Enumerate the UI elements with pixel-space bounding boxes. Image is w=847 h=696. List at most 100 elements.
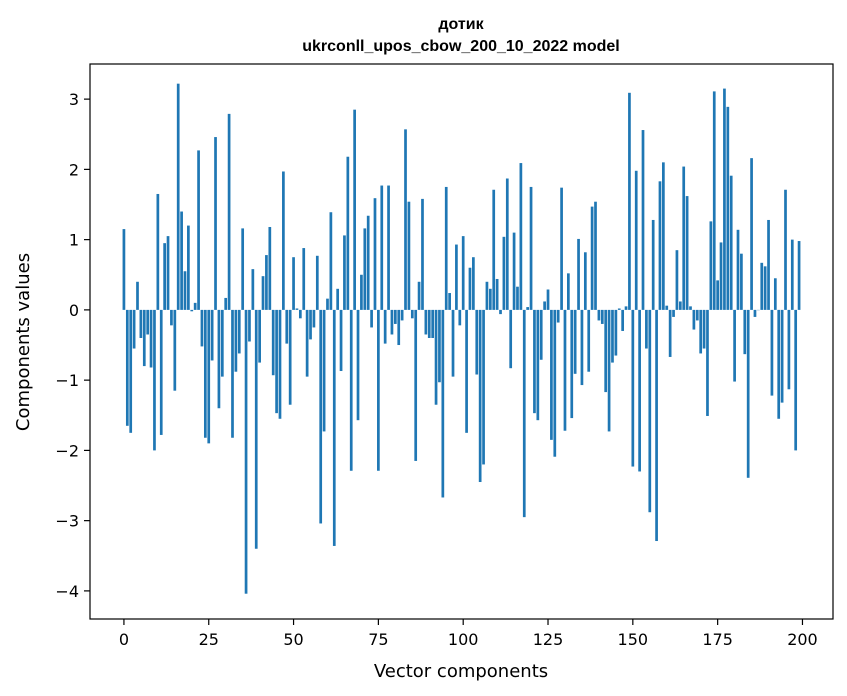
bar xyxy=(723,88,726,310)
bar xyxy=(248,309,251,342)
bar xyxy=(617,308,621,310)
bar xyxy=(553,309,557,457)
bar xyxy=(790,239,794,310)
bar xyxy=(265,255,268,310)
y-tick-label: 2 xyxy=(69,160,79,179)
bar xyxy=(740,253,743,310)
bar xyxy=(560,187,563,310)
bar xyxy=(417,281,421,310)
bar xyxy=(149,309,153,368)
bar xyxy=(706,309,709,416)
bar xyxy=(336,288,340,310)
bar xyxy=(282,171,285,310)
bar xyxy=(268,226,272,310)
y-tick-label: −4 xyxy=(55,582,79,601)
bar xyxy=(631,309,635,467)
bar xyxy=(241,228,245,310)
bar xyxy=(577,238,580,310)
bar xyxy=(146,309,150,335)
bar xyxy=(478,309,482,483)
bar xyxy=(363,228,367,310)
bar xyxy=(373,198,377,310)
bar xyxy=(770,309,774,396)
bar xyxy=(153,309,156,451)
bar xyxy=(675,250,679,310)
bar xyxy=(655,309,658,542)
bar xyxy=(237,309,241,354)
bar xyxy=(607,309,611,432)
bar xyxy=(254,309,258,549)
bar xyxy=(421,198,424,310)
bar xyxy=(570,309,574,419)
y-tick-label: 3 xyxy=(69,90,79,109)
bar xyxy=(393,309,397,324)
bar xyxy=(692,309,696,330)
bar xyxy=(611,309,614,363)
bar xyxy=(329,212,333,310)
bar xyxy=(573,309,577,374)
bar xyxy=(628,92,631,310)
bar xyxy=(444,186,448,310)
bar xyxy=(621,309,625,331)
y-axis-label: Components values xyxy=(13,253,34,431)
x-tick-label: 200 xyxy=(787,630,818,649)
bar xyxy=(539,309,543,360)
bar xyxy=(312,309,316,328)
bar xyxy=(390,309,394,335)
bar xyxy=(288,309,292,405)
bar xyxy=(733,309,736,382)
bar xyxy=(234,309,238,372)
bar xyxy=(332,309,336,546)
bar xyxy=(404,129,407,310)
bar xyxy=(427,309,431,338)
bar xyxy=(441,309,445,498)
bar xyxy=(777,309,781,419)
bar xyxy=(712,91,716,310)
bar xyxy=(197,150,200,310)
bar xyxy=(173,309,177,391)
bar xyxy=(244,309,248,594)
bar xyxy=(580,309,584,386)
bar xyxy=(210,309,214,361)
bar xyxy=(634,170,638,310)
bar xyxy=(383,309,387,344)
y-axis-ticks: −4 −3 −2 −1 0 1 2 3 xyxy=(55,90,90,601)
bar xyxy=(176,83,180,310)
bar xyxy=(472,257,475,310)
bar xyxy=(678,301,682,310)
bar xyxy=(502,236,506,310)
bar xyxy=(597,309,601,321)
bar xyxy=(668,309,672,357)
bar xyxy=(322,309,326,432)
bar xyxy=(356,309,360,421)
bar xyxy=(648,309,652,513)
x-tick-label: 75 xyxy=(368,630,388,649)
bar xyxy=(163,243,166,310)
bar xyxy=(465,309,468,433)
bar xyxy=(183,271,187,310)
bar xyxy=(298,309,302,319)
bar xyxy=(624,306,628,310)
bar xyxy=(482,309,485,465)
x-tick-label: 25 xyxy=(199,630,219,649)
bar xyxy=(366,215,370,310)
bar xyxy=(726,106,730,310)
bar xyxy=(604,309,608,393)
bar xyxy=(434,309,438,405)
bar xyxy=(220,309,224,377)
bar xyxy=(702,309,706,349)
bar xyxy=(302,248,306,310)
bar xyxy=(583,252,587,310)
bar xyxy=(689,306,692,310)
x-axis-label: Vector components xyxy=(374,661,548,682)
bar xyxy=(346,156,350,310)
bar xyxy=(377,309,380,471)
bar xyxy=(309,309,312,340)
bar xyxy=(295,308,299,310)
bar xyxy=(746,309,750,478)
x-axis-ticks: 0 25 50 75 100 125 150 175 200 xyxy=(119,619,818,649)
x-tick-label: 100 xyxy=(448,630,479,649)
bar xyxy=(475,309,479,375)
bar xyxy=(729,175,733,310)
